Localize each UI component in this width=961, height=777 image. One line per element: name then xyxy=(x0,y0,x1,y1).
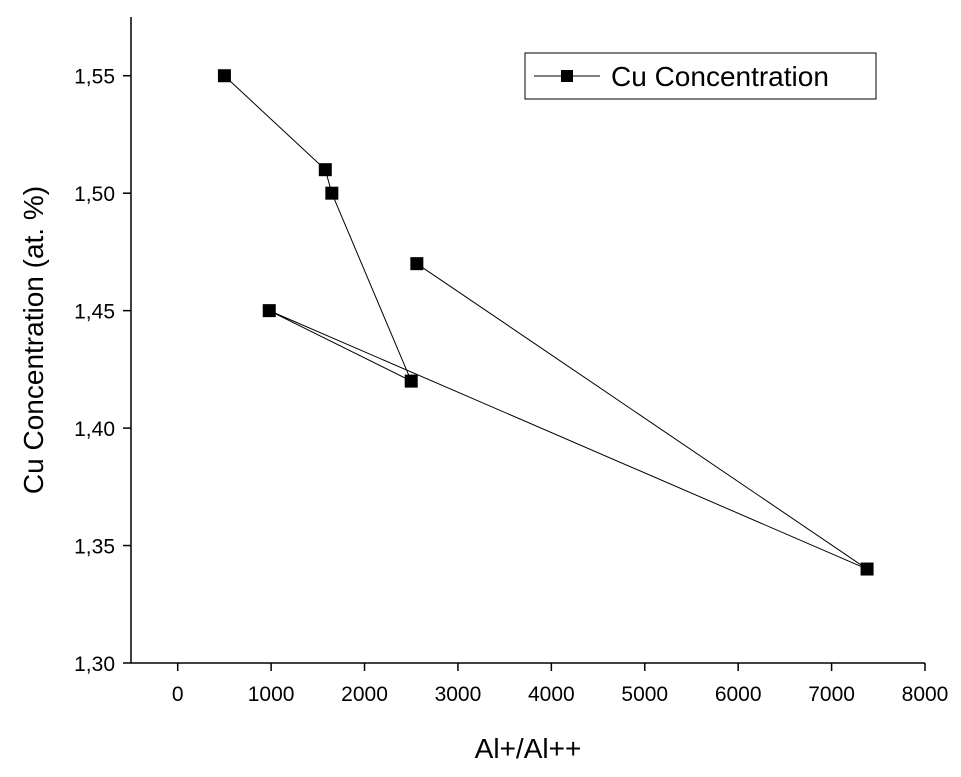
y-axis-title: Cu Concentration (at. %) xyxy=(18,186,49,494)
data-point xyxy=(217,69,231,83)
x-tick-label: 8000 xyxy=(902,683,949,706)
data-point xyxy=(860,562,874,576)
y-axis: 1,30 1,35 1,40 1,45 1,50 1,55 xyxy=(74,17,132,676)
y-tick-label: 1,30 xyxy=(74,653,115,676)
x-axis-title: Al+/Al++ xyxy=(475,733,582,764)
y-tick-label: 1,55 xyxy=(74,66,115,89)
data-point xyxy=(410,257,424,271)
series-line xyxy=(224,75,868,570)
x-tick-label: 3000 xyxy=(435,683,482,706)
y-tick-label: 1,45 xyxy=(74,301,115,324)
legend: Cu Concentration xyxy=(524,52,877,100)
x-tick-label: 6000 xyxy=(715,683,762,706)
x-tick-label: 0 xyxy=(172,683,184,706)
data-point xyxy=(262,304,276,318)
x-axis: 0 1000 2000 3000 4000 5000 6000 7000 8000 xyxy=(131,662,948,706)
x-ticks: 0 1000 2000 3000 4000 5000 6000 7000 8000 xyxy=(172,663,948,706)
x-tick-label: 4000 xyxy=(528,683,575,706)
data-point xyxy=(318,163,332,177)
x-tick-label: 7000 xyxy=(808,683,855,706)
legend-marker xyxy=(561,70,573,82)
y-tick-label: 1,35 xyxy=(74,536,115,559)
y-ticks: 1,30 1,35 1,40 1,45 1,50 1,55 xyxy=(74,66,131,676)
data-point xyxy=(404,374,418,388)
x-tick-label: 5000 xyxy=(621,683,668,706)
data-point xyxy=(325,186,339,200)
y-tick-label: 1,40 xyxy=(74,418,115,441)
x-tick-label: 2000 xyxy=(341,683,388,706)
y-tick-label: 1,50 xyxy=(74,183,115,206)
legend-label: Cu Concentration xyxy=(611,61,829,92)
plot-area xyxy=(217,69,874,576)
x-tick-label: 1000 xyxy=(248,683,295,706)
